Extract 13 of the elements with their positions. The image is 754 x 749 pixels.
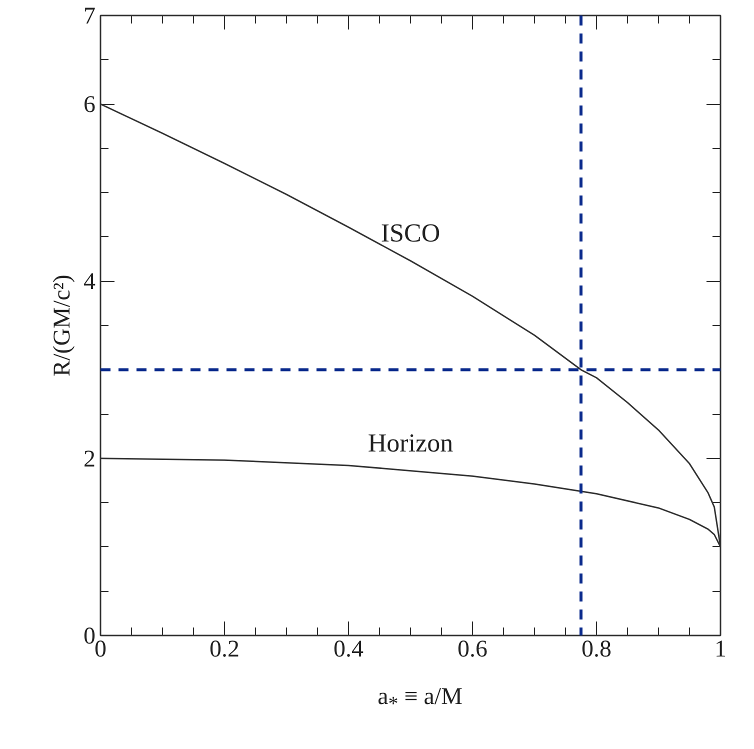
x-tick-label: 1 bbox=[714, 636, 726, 662]
y-tick-label: 7 bbox=[84, 4, 96, 30]
y-axis-title: R/(GM/c²) bbox=[50, 274, 76, 376]
x-axis-title: a$_{*}$ ≡ a/M bbox=[376, 683, 464, 717]
y-tick-label: 6 bbox=[84, 92, 96, 118]
x-tick-label: 0.2 bbox=[210, 636, 240, 662]
x-tick-label: 0.8 bbox=[582, 636, 612, 662]
x-tick-label: 0.6 bbox=[458, 636, 488, 662]
x-tick-label: 0.4 bbox=[334, 636, 364, 662]
y-tick-label: 4 bbox=[84, 269, 96, 296]
y-tick-label: 2 bbox=[84, 446, 96, 472]
series-label: ISCO bbox=[380, 218, 440, 248]
series-label: Horizon bbox=[368, 428, 454, 458]
